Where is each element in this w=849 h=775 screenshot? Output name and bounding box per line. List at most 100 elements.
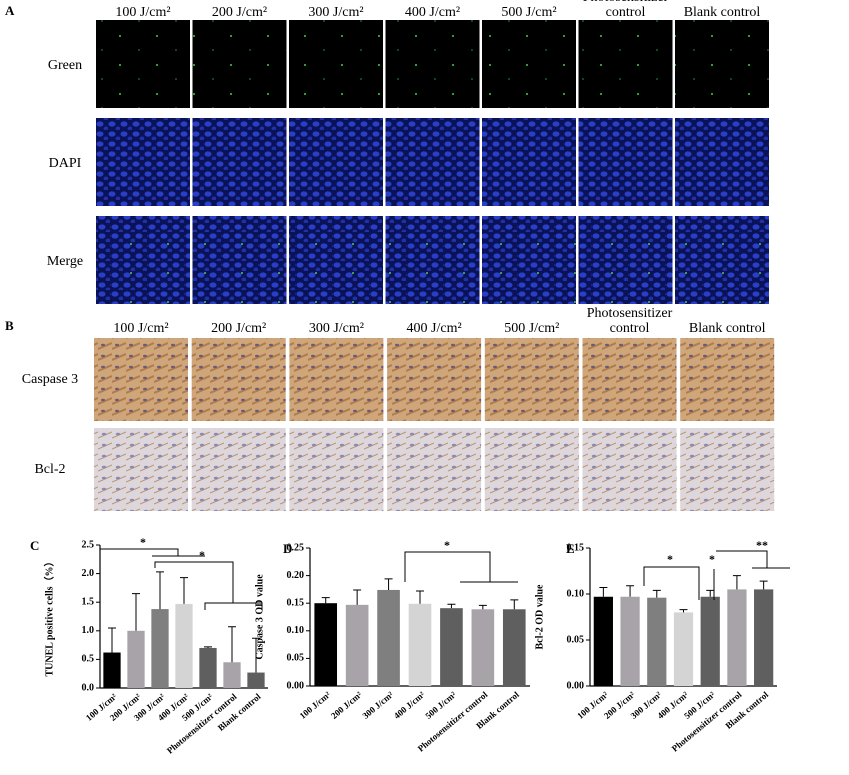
error-bar: [732, 575, 741, 590]
micrograph: [192, 20, 287, 108]
micrograph: [387, 428, 482, 511]
bar: [700, 596, 720, 686]
column-header: 200 J/cm²: [211, 321, 267, 336]
micrograph: [484, 338, 579, 421]
y-tick-label: 0.25: [287, 542, 305, 553]
micrograph: [582, 428, 677, 511]
bar: [754, 589, 774, 686]
bar: [103, 652, 121, 688]
panel-label: C: [30, 538, 39, 553]
significance-bracket: [404, 551, 491, 582]
column-header: 500 J/cm²: [504, 321, 560, 336]
error-bar: [759, 580, 768, 590]
micrograph: [191, 428, 286, 511]
micrograph: [482, 216, 576, 304]
micrograph: [289, 216, 383, 304]
micrograph: [94, 428, 188, 511]
error-bar: [416, 590, 424, 604]
error-bar: [321, 597, 330, 604]
row-label: DAPI: [49, 156, 82, 171]
micrograph: [680, 428, 775, 511]
bar: [151, 609, 169, 688]
y-axis-label: Caspase 3 OD value: [254, 574, 265, 660]
row-label: Bcl-2: [34, 462, 65, 477]
bar: [620, 596, 640, 686]
micrograph: [680, 338, 775, 421]
significance-mark: *: [140, 535, 146, 549]
error-bar: [108, 627, 116, 653]
error-bar: [384, 578, 393, 590]
y-tick-label: 1.0: [82, 625, 95, 636]
micrograph: [289, 118, 383, 206]
column-header: Photosensitizer control: [583, 0, 669, 20]
micrograph: [482, 118, 576, 206]
micrograph: [192, 216, 287, 304]
significance-mark: **: [756, 538, 768, 552]
panel-label: A: [5, 3, 15, 18]
y-tick-label: 0.00: [287, 680, 305, 691]
x-tick-label: 100 J/cm²: [298, 689, 333, 721]
column-header: 100 J/cm²: [113, 321, 169, 336]
micrograph: [578, 216, 673, 304]
column-header: Blank control: [688, 321, 766, 336]
bar: [727, 589, 747, 686]
column-header: Blank control: [683, 5, 761, 20]
panel-label: E: [566, 541, 575, 556]
bar: [314, 603, 338, 686]
bar: [247, 672, 265, 688]
micrograph: [387, 338, 482, 421]
row-label: Merge: [47, 254, 83, 269]
y-tick-label: 2.0: [82, 568, 95, 579]
error-bar: [180, 577, 188, 604]
bar: [471, 609, 495, 686]
error-bar: [478, 604, 487, 610]
y-tick-label: 0.15: [567, 542, 585, 553]
micrograph: [385, 118, 480, 206]
error-bar: [679, 609, 688, 613]
row-label: Green: [48, 58, 82, 73]
column-header: 400 J/cm²: [406, 321, 462, 336]
significance-bracket: [643, 566, 700, 600]
x-tick-label: 400 J/cm²: [392, 689, 427, 721]
significance-bracket: [154, 561, 234, 603]
micrograph: [96, 216, 190, 304]
significance-bracket: [716, 550, 768, 568]
bar: [345, 604, 369, 686]
column-header: 400 J/cm²: [404, 5, 461, 20]
error-bar: [156, 571, 164, 610]
micrograph: [385, 20, 480, 108]
micrograph: [484, 428, 579, 511]
y-tick-label: 0.20: [287, 570, 305, 581]
significance-mark: *: [444, 538, 450, 552]
column-header: 200 J/cm²: [211, 5, 268, 20]
micrograph: [191, 338, 286, 421]
micrograph: [482, 20, 576, 108]
y-tick-label: 0.0: [82, 682, 95, 693]
panel-label: D: [283, 541, 292, 556]
y-tick-label: 0.15: [287, 597, 305, 608]
bar: [408, 603, 432, 686]
column-header: Photosensitizer control: [586, 306, 673, 336]
panel-label: B: [5, 318, 14, 333]
micrograph: [96, 20, 190, 108]
bar: [502, 609, 526, 686]
significance-mark: *: [709, 552, 715, 566]
error-bar: [228, 626, 236, 663]
micrograph: [675, 118, 769, 206]
y-axis-label: Bcl-2 OD value: [534, 584, 545, 650]
y-tick-label: 0.00: [567, 680, 585, 691]
error-bar: [132, 593, 140, 631]
error-bar: [353, 589, 362, 605]
significance-mark: *: [667, 552, 673, 566]
y-axis-label: TUNEL positive cells（%）: [42, 556, 55, 676]
micrograph: [582, 338, 677, 421]
column-header: 300 J/cm²: [308, 5, 364, 20]
micrograph: [289, 428, 384, 511]
error-bar: [447, 603, 456, 609]
x-tick-label: 200 J/cm²: [329, 689, 364, 721]
error-bar: [204, 646, 212, 648]
error-bar: [252, 637, 260, 673]
y-tick-label: 1.5: [82, 596, 95, 607]
